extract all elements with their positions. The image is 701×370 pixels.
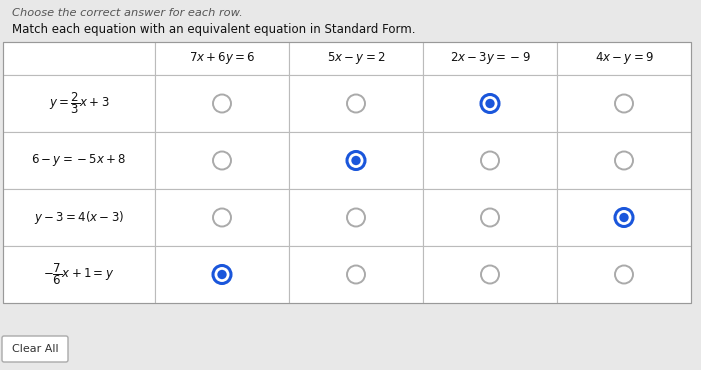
Circle shape <box>213 266 231 283</box>
Bar <box>3 75 155 132</box>
Circle shape <box>615 209 633 226</box>
Bar <box>289 189 423 246</box>
Bar <box>289 246 423 303</box>
Text: Clear All: Clear All <box>12 344 58 354</box>
Circle shape <box>347 151 365 169</box>
Bar <box>3 42 155 75</box>
Bar <box>155 42 289 75</box>
Circle shape <box>481 209 499 226</box>
Text: $4x - y = 9$: $4x - y = 9$ <box>594 50 653 67</box>
Bar <box>155 246 289 303</box>
Bar <box>3 189 155 246</box>
Text: $7x + 6y = 6$: $7x + 6y = 6$ <box>189 50 255 67</box>
Bar <box>557 246 691 303</box>
Text: Match each equation with an equivalent equation in Standard Form.: Match each equation with an equivalent e… <box>12 23 416 36</box>
Circle shape <box>213 209 231 226</box>
Bar <box>557 42 691 75</box>
Circle shape <box>213 94 231 112</box>
Text: $y - 3 = 4(x - 3)$: $y - 3 = 4(x - 3)$ <box>34 209 124 226</box>
Circle shape <box>619 213 629 222</box>
Text: $y = \dfrac{2}{3}x + 3$: $y = \dfrac{2}{3}x + 3$ <box>49 91 109 116</box>
Bar <box>557 189 691 246</box>
Text: Choose the correct answer for each row.: Choose the correct answer for each row. <box>12 8 243 18</box>
Bar <box>155 75 289 132</box>
FancyBboxPatch shape <box>2 336 68 362</box>
Bar <box>423 246 557 303</box>
Bar <box>289 75 423 132</box>
Circle shape <box>615 266 633 283</box>
Bar <box>3 42 691 303</box>
Bar <box>3 132 155 189</box>
Bar <box>557 132 691 189</box>
Bar <box>423 189 557 246</box>
Circle shape <box>481 151 499 169</box>
Circle shape <box>347 209 365 226</box>
Text: $5x - y = 2$: $5x - y = 2$ <box>327 50 386 67</box>
Bar <box>423 75 557 132</box>
Circle shape <box>347 266 365 283</box>
Text: $6 - y = -5x + 8$: $6 - y = -5x + 8$ <box>32 152 127 168</box>
Circle shape <box>481 266 499 283</box>
Bar <box>423 42 557 75</box>
Circle shape <box>217 270 226 279</box>
Circle shape <box>485 99 495 108</box>
Circle shape <box>615 151 633 169</box>
Circle shape <box>481 94 499 112</box>
Circle shape <box>213 151 231 169</box>
Circle shape <box>615 94 633 112</box>
Bar <box>557 75 691 132</box>
Bar <box>155 132 289 189</box>
Bar <box>155 189 289 246</box>
Text: $2x - 3y = -9$: $2x - 3y = -9$ <box>449 50 531 67</box>
Bar <box>3 246 155 303</box>
Bar <box>289 42 423 75</box>
Text: $-\dfrac{7}{6}x + 1 = y$: $-\dfrac{7}{6}x + 1 = y$ <box>43 262 114 287</box>
Circle shape <box>347 94 365 112</box>
Bar <box>289 132 423 189</box>
Bar <box>423 132 557 189</box>
Circle shape <box>351 156 361 165</box>
